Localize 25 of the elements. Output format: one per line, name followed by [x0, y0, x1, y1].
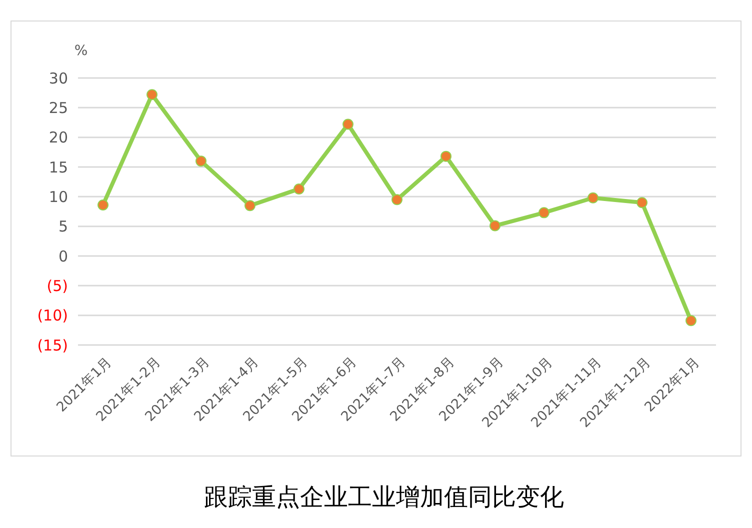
text: 跟踪重点企业工业增加值同比变化: [204, 484, 564, 511]
point: [392, 194, 402, 206]
y-tick-label: 15: [48, 158, 68, 176]
y-tick-label: 25: [48, 98, 68, 117]
point: [98, 199, 108, 210]
point: [490, 220, 500, 232]
point: [146, 89, 158, 100]
point: [538, 207, 550, 218]
point: [588, 192, 598, 204]
point: [440, 150, 452, 162]
y-tick-label: 0: [58, 247, 68, 266]
y-tick-label: 20: [48, 128, 68, 147]
point: [294, 183, 304, 194]
point: [636, 197, 648, 208]
point: [686, 315, 696, 326]
y-tick-label: (10): [37, 306, 68, 325]
y-tick-label: (15): [37, 336, 68, 354]
point: [196, 156, 206, 167]
y-tick-label: 10: [48, 188, 68, 206]
point: [244, 200, 256, 212]
y-tick-label: 5: [58, 218, 68, 236]
y-axis-title: %: [74, 43, 88, 59]
y-tick-label: (5): [46, 276, 68, 295]
y-tick-label: 30: [48, 69, 68, 88]
point: [342, 118, 354, 130]
